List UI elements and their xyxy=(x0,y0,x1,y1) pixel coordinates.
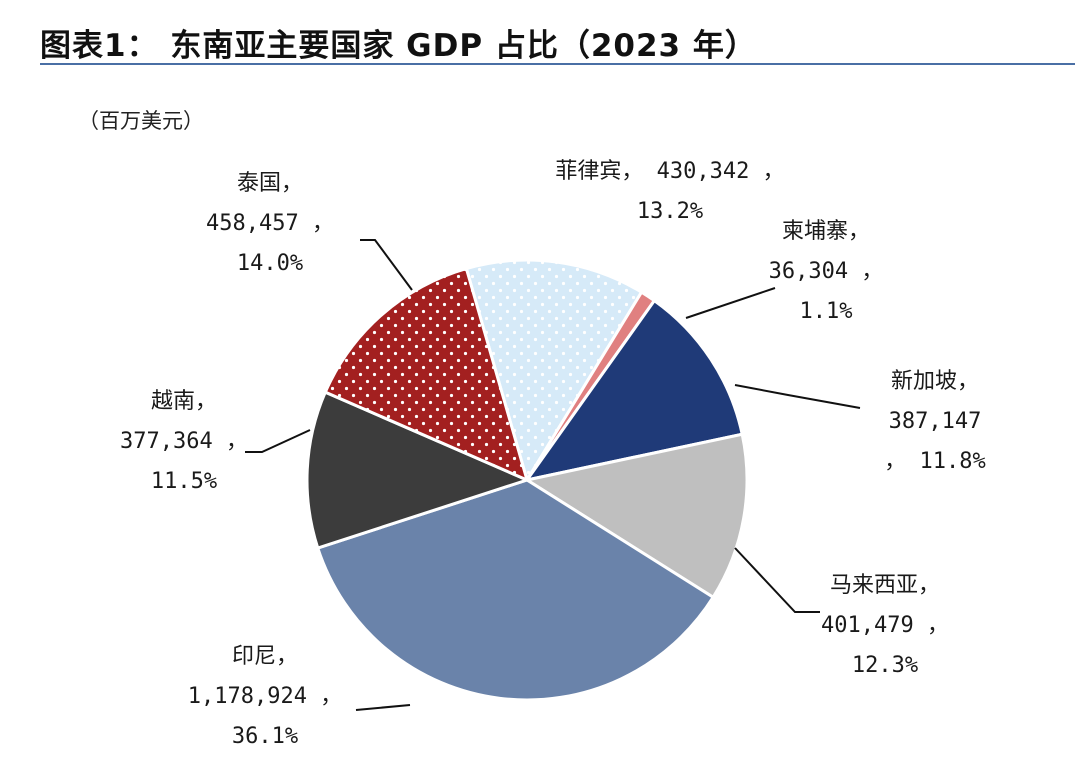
pie-slices xyxy=(305,258,749,702)
slice-labels: 菲律宾， 430,342 ， 13.2%柬埔寨， 36,304 ， 1.1%新加坡， 3… xyxy=(120,159,986,749)
slice-label-2: 柬埔寨， 36,304 ， 1.1% xyxy=(769,219,884,324)
slice-label-4: 马来西亚， 401,479 ， 12.3% xyxy=(821,573,949,678)
pie-slice-5 xyxy=(315,478,716,702)
slice-label-3: 新加坡， 387,147， 11.8% xyxy=(884,369,985,474)
leader-line-6 xyxy=(245,429,311,453)
pie-slice-6 xyxy=(305,390,532,550)
leader-line-3 xyxy=(734,384,861,409)
slice-label-5: 印尼， 1,178,924 ， 36.1% xyxy=(188,644,342,749)
chart-title: 图表1： 东南亚主要国家 GDP 占比（2023 年） xyxy=(40,28,757,64)
pie-slice-7 xyxy=(323,266,530,483)
slice-label-7: 泰国， 458,457 ， 14.0% xyxy=(206,171,334,276)
leader-line-5 xyxy=(355,704,411,711)
leader-lines xyxy=(245,239,861,711)
slice-label-6: 越南， 377,364 ， 11.5% xyxy=(120,389,248,494)
pie-slice-3 xyxy=(523,298,744,483)
title-underline xyxy=(40,63,1075,65)
pie-slice-4 xyxy=(523,432,749,600)
leader-line-2 xyxy=(685,287,776,319)
title-row: 图表1： 东南亚主要国家 GDP 占比（2023 年） xyxy=(40,20,1075,65)
leader-line-4 xyxy=(734,547,820,613)
slice-label-1: 菲律宾， 430,342 ， 13.2% xyxy=(555,159,784,224)
pie-slice-1 xyxy=(464,258,644,484)
unit-label: （百万美元） xyxy=(78,109,204,133)
leader-line-7 xyxy=(360,239,413,291)
